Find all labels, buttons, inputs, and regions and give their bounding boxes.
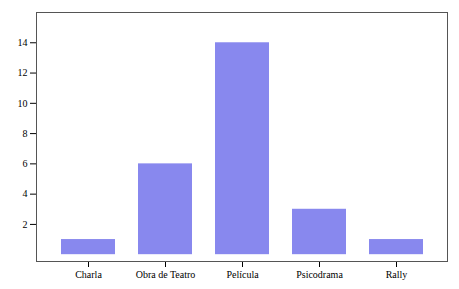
svg-text:8: 8: [23, 128, 28, 139]
svg-text:12: 12: [18, 67, 28, 78]
svg-text:Psicodrama: Psicodrama: [296, 269, 343, 280]
svg-text:10: 10: [18, 98, 28, 109]
svg-text:Película: Película: [226, 269, 259, 280]
svg-text:Charla: Charla: [75, 269, 102, 280]
svg-text:Rally: Rally: [386, 269, 408, 280]
svg-text:14: 14: [18, 37, 28, 48]
svg-text:4: 4: [23, 188, 28, 199]
svg-text:Obra de Teatro: Obra de Teatro: [136, 269, 196, 280]
svg-text:2: 2: [23, 219, 28, 230]
svg-text:6: 6: [23, 158, 28, 169]
